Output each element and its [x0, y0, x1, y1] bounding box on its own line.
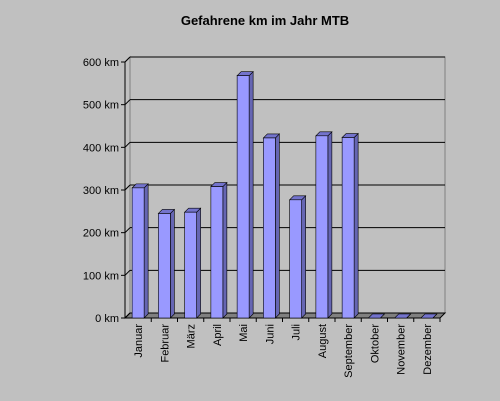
x-tick-label: Mai: [238, 324, 250, 342]
x-tick-label: März: [186, 324, 198, 348]
bar-side: [143, 183, 149, 319]
grid-line: [124, 184, 131, 191]
bar: [131, 187, 145, 319]
bar-top: [367, 313, 386, 319]
grid-line: [124, 99, 131, 106]
bar-side: [248, 70, 254, 319]
x-tick-label: April: [212, 324, 224, 346]
y-tick-label: 200 km: [83, 228, 119, 240]
bar-side: [275, 133, 280, 319]
bar-side: [170, 208, 175, 319]
x-tick-label: Juni: [264, 324, 276, 344]
x-tick-label: November: [396, 324, 408, 375]
y-tick-label: 100 km: [83, 270, 119, 282]
x-tick-label: September: [343, 324, 355, 378]
grid-line: [124, 141, 131, 148]
bar-side: [196, 207, 201, 319]
y-tick-label: 600 km: [83, 57, 119, 69]
y-tick-label: 500 km: [83, 100, 119, 112]
bar-side: [327, 131, 333, 319]
bar-top: [393, 313, 412, 319]
x-tick-label: Dezember: [422, 324, 434, 375]
bar-side: [222, 181, 228, 319]
bar: [236, 75, 250, 319]
bar-side: [301, 195, 306, 319]
bar: [341, 137, 355, 319]
chart-title: Gefahrene km im Jahr MTB: [181, 13, 349, 28]
x-tick-label: Februar: [159, 324, 171, 363]
grid-line: [124, 312, 131, 319]
y-tick-label: 0 km: [95, 313, 119, 325]
bar: [184, 211, 197, 319]
grid-line: [124, 227, 131, 234]
bar: [263, 137, 276, 319]
bar-top: [420, 313, 438, 319]
x-tick-label: August: [317, 324, 329, 358]
y-tick-label: 400 km: [83, 142, 119, 154]
bar-side: [353, 132, 359, 319]
bar: [315, 135, 329, 319]
grid-line: [124, 269, 131, 276]
x-tick-label: Oktober: [369, 324, 381, 363]
x-tick-label: Januar: [133, 324, 145, 358]
bar: [289, 199, 302, 319]
x-tick-label: Juli: [291, 324, 303, 341]
y-tick-label: 300 km: [83, 185, 119, 197]
bar: [158, 213, 171, 319]
grid-line: [124, 56, 131, 63]
bar: [210, 186, 224, 319]
